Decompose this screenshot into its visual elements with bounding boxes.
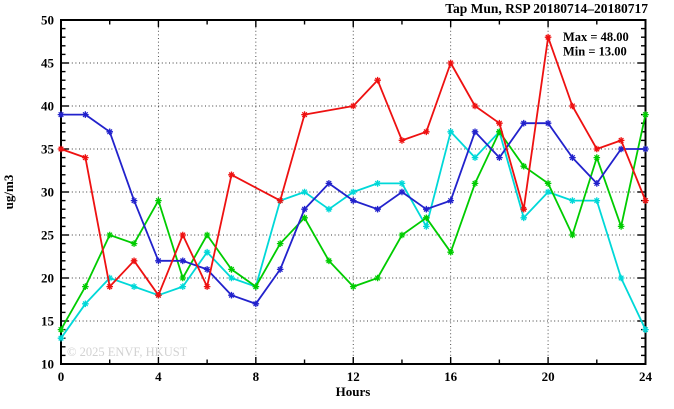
y-tick-label-25: 25 [41,228,55,243]
x-tick-label-16: 16 [444,369,458,384]
x-tick-label-0: 0 [58,369,65,384]
series-blue [57,111,649,308]
y-tick-label-40: 40 [41,99,54,114]
series-green-markers [57,111,649,333]
series-layer [57,33,649,342]
series-red-line [60,36,647,297]
y-tick-label-15: 15 [41,314,55,329]
plot-border-rect [60,19,647,365]
series-green [57,111,649,333]
series-blue-markers [57,111,649,308]
x-tick-label-24: 24 [639,369,653,384]
y-tick-label-10: 10 [41,357,54,372]
series-red-markers [57,33,649,299]
y-axis-label: ug/m3 [1,174,16,209]
x-axis-label: Hours [336,384,371,399]
x-tick-label-20: 20 [542,369,555,384]
x-tick-label-8: 8 [253,369,260,384]
y-tick-label-20: 20 [41,271,54,286]
series-red [57,33,649,299]
max-annotation: Max = 48.00 [563,30,629,44]
min-annotation: Min = 13.00 [563,45,627,59]
tick-label-layer: 10 15 20 25 30 35 40 45 50 0 4 8 12 16 20 24 [41,13,653,385]
x-tick-label-12: 12 [347,369,360,384]
y-tick-label-45: 45 [41,56,55,71]
chart-title: Tap Mun, RSP 20180714–20180717 [445,1,648,16]
x-tick-label-4: 4 [155,369,162,384]
plot-border [60,19,647,365]
y-tick-label-30: 30 [41,185,54,200]
y-tick-label-50: 50 [41,13,54,28]
watermark: © 2025 ENVF, HKUST [67,345,188,359]
y-tick-label-35: 35 [41,142,55,157]
